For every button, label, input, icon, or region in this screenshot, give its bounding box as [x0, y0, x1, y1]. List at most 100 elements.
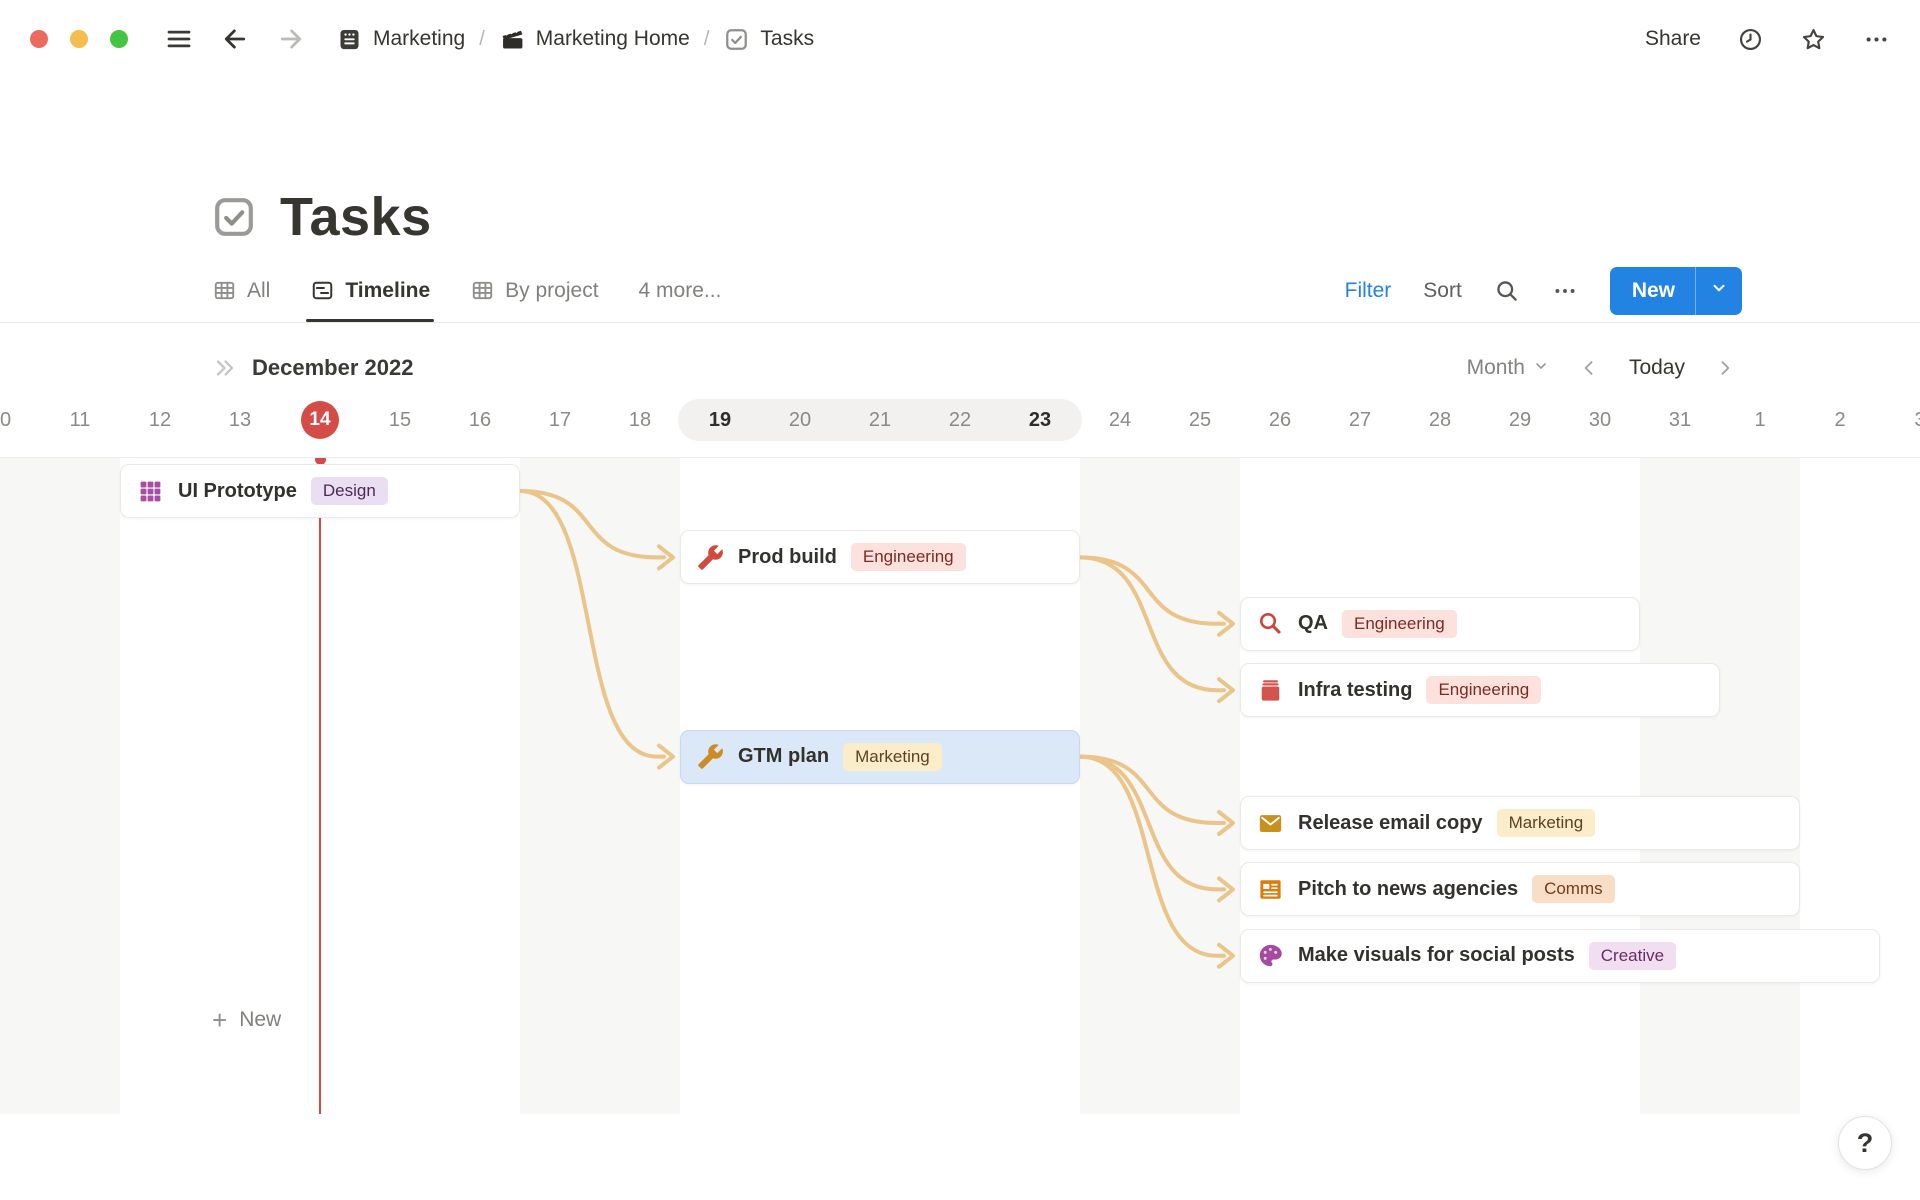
plus-icon: + [212, 1005, 228, 1035]
view-options-icon[interactable] [1552, 278, 1578, 304]
today-date-badge[interactable]: 14 [301, 401, 339, 439]
sidebar-menu-icon[interactable] [164, 24, 194, 54]
tab-timeline[interactable]: Timeline [306, 259, 434, 322]
new-button[interactable]: New [1631, 278, 1675, 302]
date-cell-26[interactable]: 26 [1268, 408, 1292, 431]
back-icon[interactable] [220, 24, 250, 54]
breadcrumb-item-marketing-home[interactable]: Marketing Home [499, 26, 690, 53]
date-cell-21[interactable]: 21 [868, 408, 892, 431]
grid-icon [137, 478, 164, 505]
date-cell-14[interactable]: 14 [280, 398, 360, 442]
table-icon [212, 278, 237, 303]
task-card-make-visuals-for-social-posts[interactable]: Make visuals for social posts Creative [1240, 928, 1880, 983]
timeline-header: December 2022 Month Today [0, 342, 1920, 394]
task-tag: Engineering [850, 543, 966, 572]
task-card-prod-build[interactable]: Prod build Engineering [680, 530, 1080, 585]
sort-button[interactable]: Sort [1423, 278, 1462, 302]
date-cell-13[interactable]: 13 [228, 408, 252, 431]
calendar-icon [336, 26, 363, 53]
chevron-right-icon[interactable] [1715, 358, 1735, 378]
timeline-scale-select[interactable]: Month [1467, 356, 1549, 380]
task-card-release-email-copy[interactable]: Release email copy Marketing [1240, 796, 1800, 850]
new-task-label: New [239, 1008, 282, 1031]
breadcrumb-item-marketing[interactable]: Marketing [336, 26, 465, 53]
minimize-window-button[interactable] [70, 30, 88, 48]
date-cell-15[interactable]: 15 [388, 408, 412, 431]
task-tag: Engineering [1426, 676, 1542, 705]
date-cell-29[interactable]: 29 [1508, 408, 1532, 431]
date-cell-31[interactable]: 31 [1668, 408, 1692, 431]
today-dot [314, 458, 326, 465]
date-cell-17[interactable]: 17 [548, 408, 572, 431]
zoom-window-button[interactable] [110, 30, 128, 48]
breadcrumb-item-tasks[interactable]: Tasks [723, 26, 814, 53]
more-views-button[interactable]: 4 more... [638, 278, 722, 302]
chevron-down-icon [1533, 356, 1549, 380]
new-task-button[interactable]: + New [212, 1007, 281, 1033]
favorite-star-icon[interactable] [1800, 26, 1827, 53]
date-cell-16[interactable]: 16 [468, 408, 492, 431]
today-line [319, 460, 321, 1114]
search-icon[interactable] [1494, 278, 1520, 304]
today-button[interactable]: Today [1628, 356, 1685, 379]
date-cell-28[interactable]: 28 [1428, 408, 1452, 431]
tab-all[interactable]: All [212, 259, 270, 322]
forward-icon[interactable] [276, 24, 306, 54]
dependency-connectors [518, 489, 1235, 969]
breadcrumb-separator: / [703, 27, 710, 50]
tab-label: By project [505, 278, 599, 302]
timeline-month-label: December 2022 [252, 355, 414, 380]
double-chevron-icon[interactable] [212, 355, 238, 381]
filter-button[interactable]: Filter [1344, 278, 1392, 302]
task-title: QA [1298, 612, 1328, 635]
weekend-column-band [0, 458, 40, 1114]
date-cell-1[interactable]: 1 [1754, 408, 1766, 431]
help-button[interactable]: ? [1838, 1116, 1892, 1170]
date-cell-12[interactable]: 12 [148, 408, 172, 431]
view-tabbar: All Timeline By project 4 more... Filter… [0, 259, 1920, 323]
date-cell-30[interactable]: 30 [1588, 408, 1612, 431]
date-cell-19[interactable]: 19 [708, 408, 732, 431]
date-cell-27[interactable]: 27 [1348, 408, 1372, 431]
date-cell-18[interactable]: 18 [628, 408, 652, 431]
page-title[interactable]: Tasks [280, 187, 432, 248]
date-cell-11[interactable]: 11 [69, 408, 91, 431]
task-card-ui-prototype[interactable]: UI Prototype Design [120, 464, 520, 518]
tab-by-project[interactable]: By project [470, 259, 599, 322]
envelope-icon [1257, 810, 1284, 837]
task-tag: Engineering [1342, 609, 1457, 638]
task-title: Pitch to news agencies [1298, 877, 1519, 900]
task-card-infra-testing[interactable]: Infra testing Engineering [1240, 663, 1720, 718]
wrench-icon [697, 743, 724, 770]
more-options-icon[interactable] [1863, 26, 1890, 53]
date-cell-20[interactable]: 20 [788, 408, 812, 431]
task-tag: Comms [1532, 875, 1615, 904]
date-cell-25[interactable]: 25 [1188, 408, 1212, 431]
palette-icon [1257, 942, 1284, 969]
wrench-icon [697, 544, 724, 571]
page-checkbox-icon[interactable] [210, 193, 258, 241]
task-tag: Creative [1588, 941, 1677, 970]
date-cell-22[interactable]: 22 [948, 408, 972, 431]
chevron-left-icon[interactable] [1579, 358, 1599, 378]
date-cell-3[interactable]: 3 [1880, 398, 1920, 442]
task-title: Prod build [738, 545, 837, 568]
date-cell-24[interactable]: 24 [1108, 408, 1132, 431]
date-cell-23[interactable]: 23 [1028, 408, 1052, 431]
breadcrumb-label: Marketing Home [535, 27, 690, 50]
close-window-button[interactable] [30, 30, 48, 48]
date-cell-10[interactable]: 10 [0, 408, 12, 431]
task-title: Make visuals for social posts [1298, 944, 1575, 967]
weekend-column-band [40, 458, 120, 1114]
share-button[interactable]: Share [1644, 27, 1701, 50]
table-icon [470, 278, 495, 303]
task-card-pitch-to-news-agencies[interactable]: Pitch to news agencies Comms [1240, 862, 1800, 917]
history-clock-icon[interactable] [1737, 26, 1764, 53]
hovered-range-highlight [678, 399, 1082, 441]
new-dropdown-button[interactable] [1695, 266, 1742, 315]
timeline-scale-label: Month [1466, 356, 1525, 379]
weekend-column-band [600, 458, 680, 1114]
date-cell-2[interactable]: 2 [1834, 408, 1846, 431]
task-card-qa[interactable]: QA Engineering [1240, 596, 1640, 651]
task-card-gtm-plan[interactable]: GTM plan Marketing [680, 729, 1080, 784]
